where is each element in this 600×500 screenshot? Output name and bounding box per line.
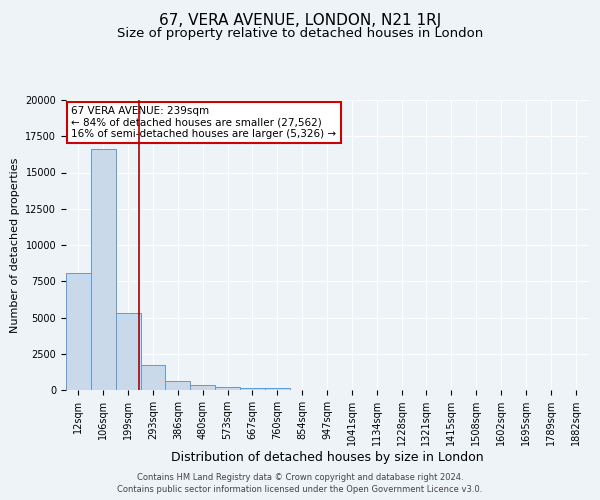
Text: Contains HM Land Registry data © Crown copyright and database right 2024.: Contains HM Land Registry data © Crown c… <box>137 472 463 482</box>
Bar <box>240 388 265 390</box>
Text: 67 VERA AVENUE: 239sqm
← 84% of detached houses are smaller (27,562)
16% of semi: 67 VERA AVENUE: 239sqm ← 84% of detached… <box>71 106 337 139</box>
Bar <box>116 313 140 390</box>
Bar <box>91 150 116 390</box>
Bar <box>190 385 215 390</box>
Bar <box>66 274 91 390</box>
Bar <box>265 388 290 390</box>
Bar <box>215 386 240 390</box>
X-axis label: Distribution of detached houses by size in London: Distribution of detached houses by size … <box>170 451 484 464</box>
Text: Size of property relative to detached houses in London: Size of property relative to detached ho… <box>117 28 483 40</box>
Bar <box>166 380 190 390</box>
Text: Contains public sector information licensed under the Open Government Licence v3: Contains public sector information licen… <box>118 485 482 494</box>
Text: 67, VERA AVENUE, LONDON, N21 1RJ: 67, VERA AVENUE, LONDON, N21 1RJ <box>159 12 441 28</box>
Y-axis label: Number of detached properties: Number of detached properties <box>10 158 20 332</box>
Bar <box>140 364 166 390</box>
